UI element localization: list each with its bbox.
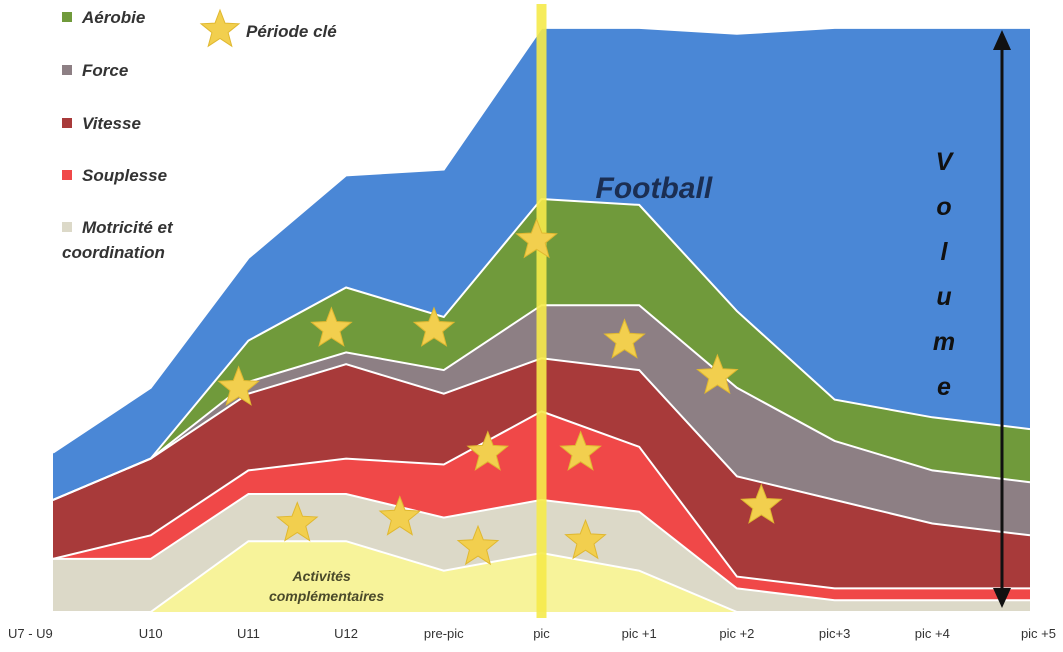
football-label: Football	[596, 172, 713, 205]
area-vitesse	[53, 358, 1030, 589]
key-period-star	[412, 306, 456, 347]
legend-label-aerobie: Aérobie	[81, 8, 145, 27]
x-tick-label: pic +4	[915, 626, 950, 641]
key-period-star	[378, 495, 422, 536]
volume-letter: u	[936, 283, 951, 311]
key-period-star	[515, 217, 558, 259]
activites-label-line1: Activités	[291, 568, 351, 584]
volume-letter: m	[933, 328, 955, 356]
key-period-star	[740, 483, 783, 524]
x-tick-label: pic	[533, 626, 550, 641]
legend-label-souplesse: Souplesse	[82, 166, 167, 185]
key-period-star	[275, 501, 319, 542]
legend: Aérobie Force Vitesse Souplesse Motricité et…	[62, 8, 337, 262]
key-period-line	[536, 4, 547, 618]
legend-label-periode-cle: Période clé	[246, 22, 337, 41]
x-tick-label: U12	[334, 626, 358, 641]
key-period-star	[564, 518, 607, 560]
activites-label-line2: complémentaires	[269, 588, 384, 604]
x-tick-label: pic +1	[622, 626, 657, 641]
legend-swatch-motricite-et	[62, 222, 72, 232]
legend-swatch-force	[62, 65, 72, 75]
volume-letter: e	[937, 373, 951, 401]
x-tick-label: pic+3	[819, 626, 850, 641]
volume-letter: l	[941, 238, 949, 266]
volume-arrow-head-down	[993, 588, 1011, 608]
x-tick-label: U11	[237, 626, 260, 641]
legend-swatch-vitesse	[62, 118, 72, 128]
key-period-stars	[217, 217, 783, 566]
legend-label-coordination: coordination	[62, 243, 165, 262]
legend-label-force: Force	[82, 61, 128, 80]
key-period-star	[456, 524, 500, 566]
key-period-star	[466, 430, 510, 471]
key-period-star	[696, 353, 739, 395]
volume-letter: V	[936, 148, 955, 176]
x-tick-label: U10	[139, 626, 163, 641]
key-period-star	[559, 430, 602, 471]
legend-swatch-aerobie	[62, 12, 72, 22]
legend-label-motricite-et: Motricité et	[82, 218, 174, 237]
x-tick-label: pre-pic	[424, 626, 464, 641]
volume-arrow-head-up	[993, 30, 1011, 50]
legend-star-icon	[199, 8, 241, 48]
volume-letter: o	[936, 193, 951, 221]
key-period-star	[310, 306, 353, 347]
legend-swatch-souplesse	[62, 170, 72, 180]
area-force	[53, 305, 1030, 536]
legend-label-vitesse: Vitesse	[82, 114, 141, 133]
x-axis-ticks: U7 - U9 U10 U11 U12 pre-pic pic pic +1 pic +2 pi…	[8, 626, 1056, 641]
x-tick-label: pic +5	[1021, 626, 1056, 641]
area-football	[53, 27, 1030, 500]
key-period-star	[217, 365, 260, 406]
key-period-star	[603, 318, 646, 359]
x-tick-label: pic +2	[719, 626, 754, 641]
x-tick-label: U7 - U9	[8, 626, 53, 641]
